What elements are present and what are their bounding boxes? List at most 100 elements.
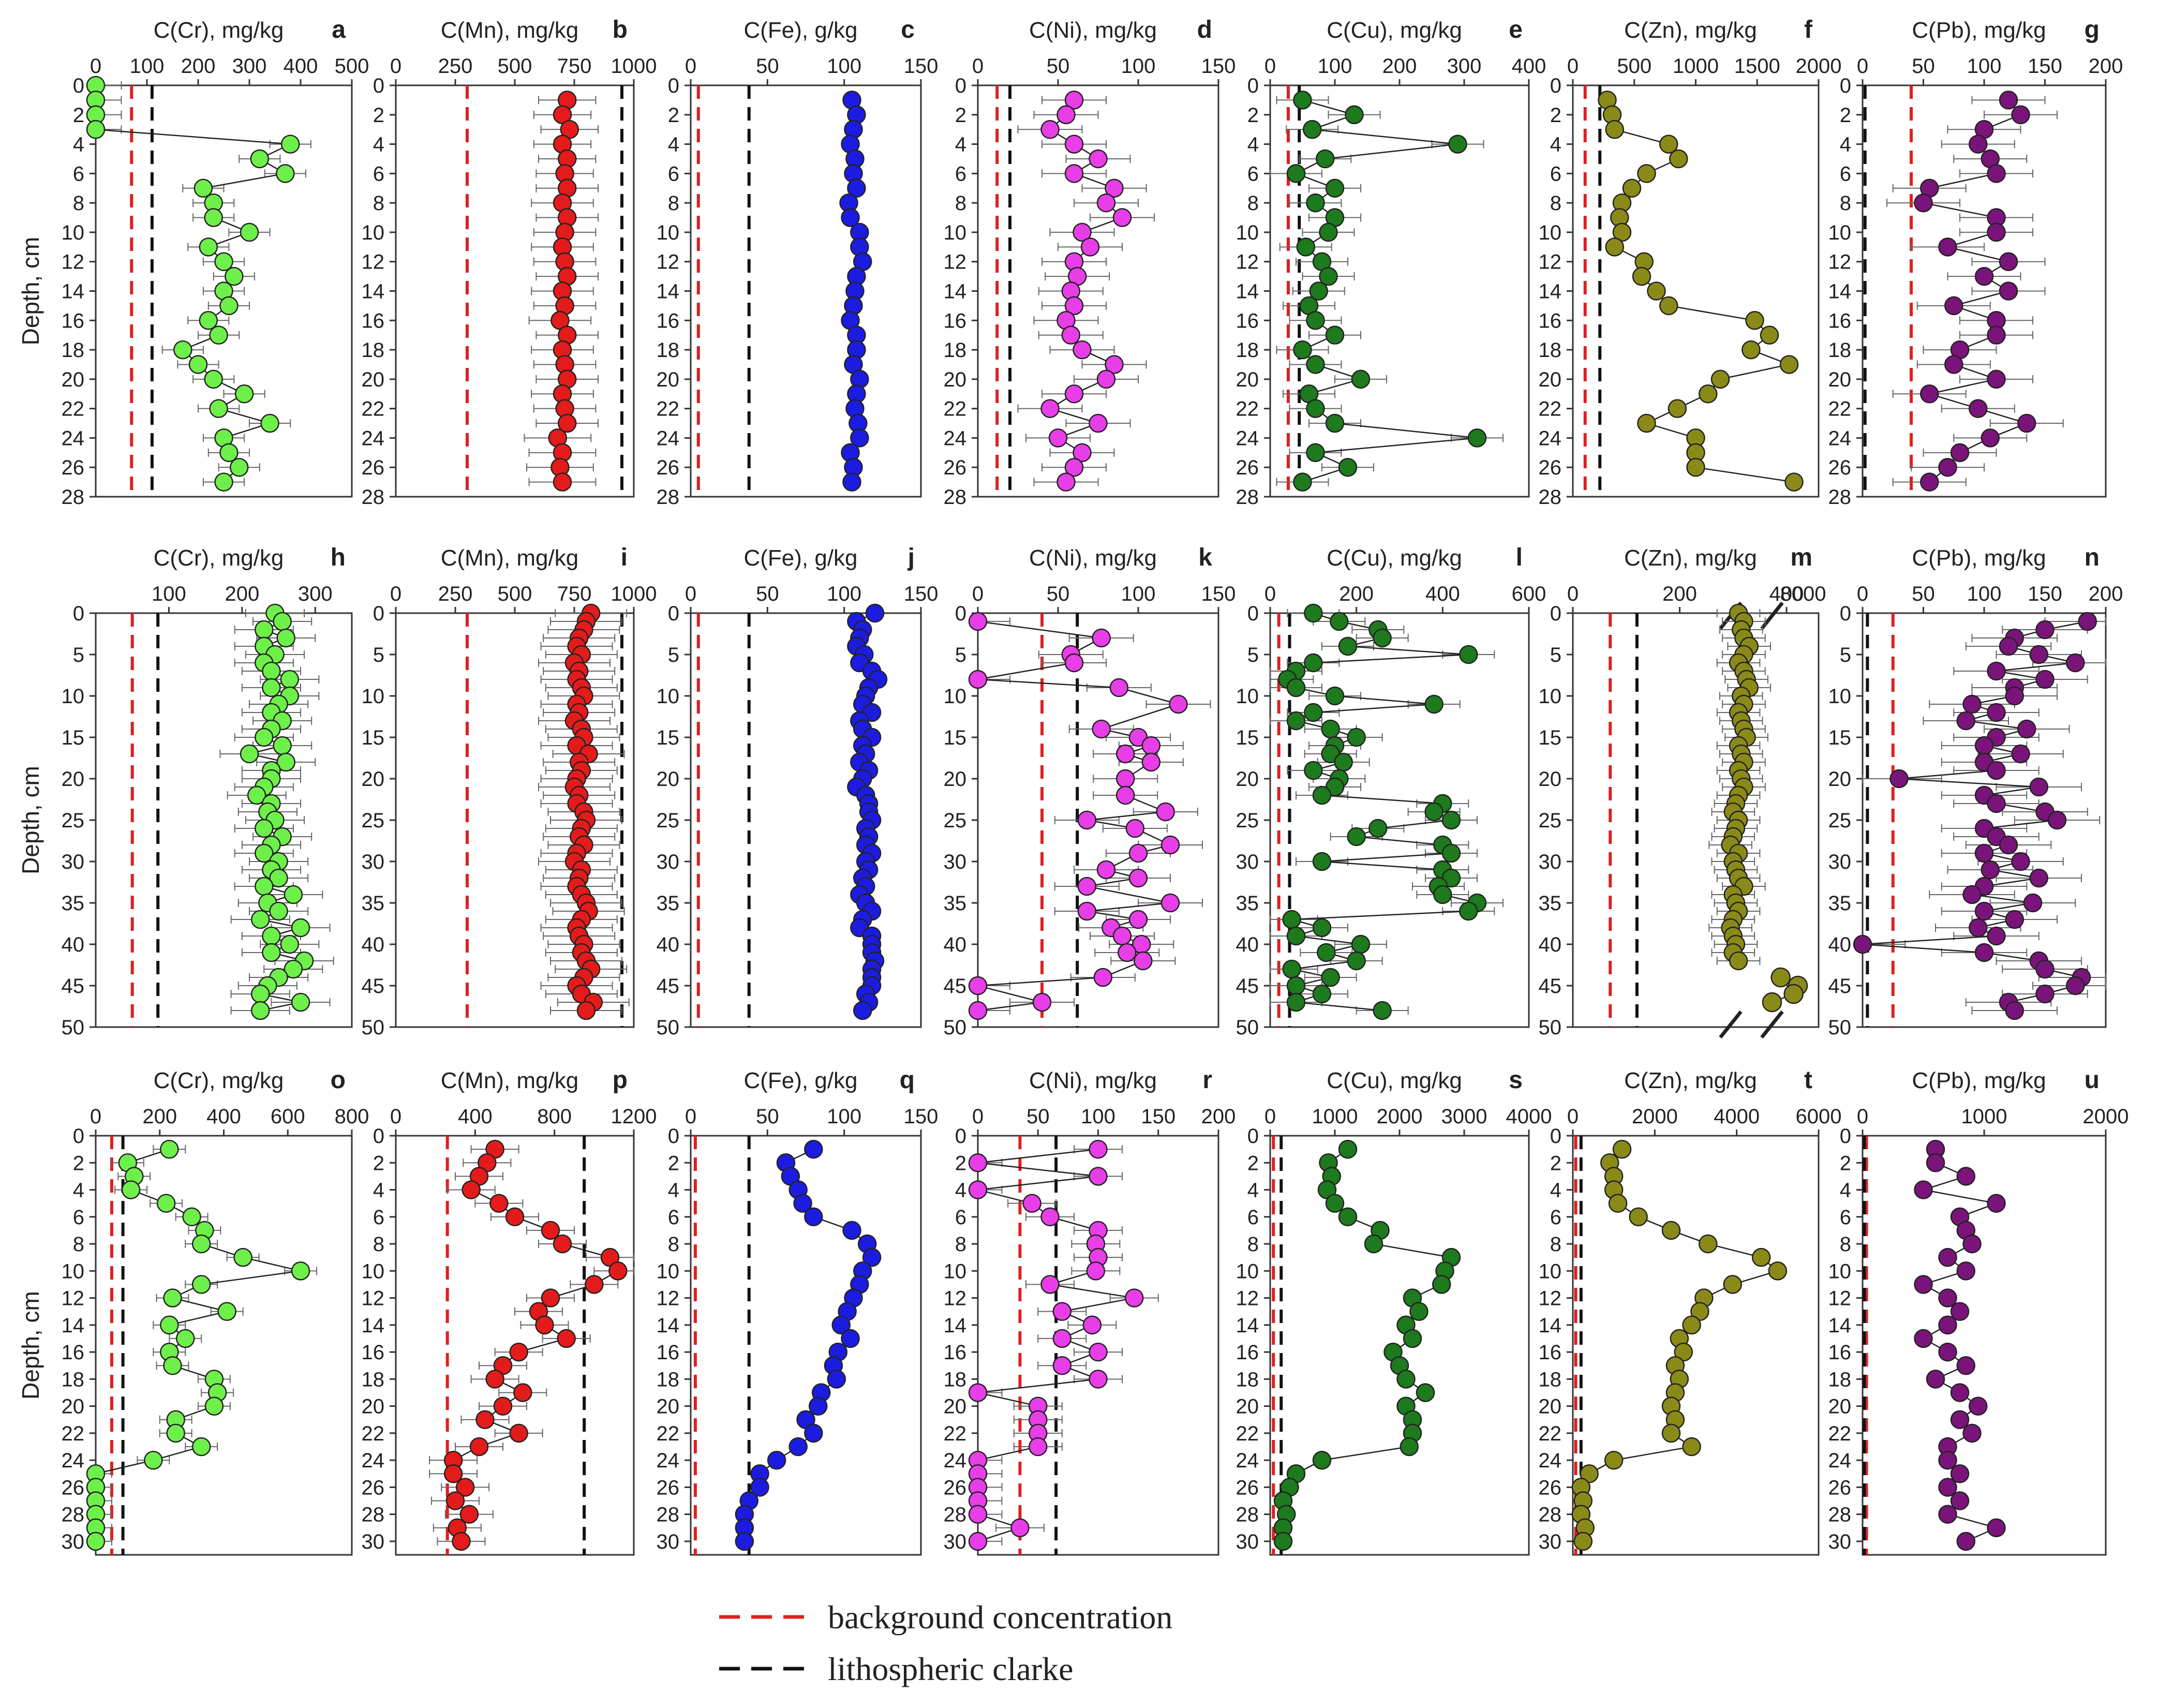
y-tick-label: 20 (944, 368, 967, 391)
y-tick-label: 45 (1828, 975, 1852, 998)
panel-b: 0 250 500 750 10000246810121416182022242628C… (362, 16, 657, 509)
y-tick-label: 0 (1840, 1125, 1851, 1148)
data-point (1914, 1329, 1933, 1348)
y-tick-label: 35 (62, 892, 85, 915)
data-point (2035, 959, 2055, 979)
data-point (1956, 1356, 1975, 1375)
data-point (1282, 959, 1301, 979)
y-tick-label: 10 (944, 1260, 967, 1283)
data-point (121, 1180, 141, 1199)
y-tick-label: 16 (1236, 1341, 1259, 1364)
data-point (1962, 694, 1982, 714)
panel-title: C(Mn), mg/kg (441, 545, 578, 571)
y-tick-label: 40 (1236, 933, 1259, 956)
data-point (2047, 810, 2067, 830)
x-tick-label: 150 (904, 55, 939, 78)
data-point (1338, 1207, 1358, 1227)
y-tick-label: 18 (1236, 1368, 1259, 1391)
data-point (1629, 1207, 1648, 1227)
x-tick-label: 3000 (1441, 1105, 1487, 1128)
y-tick-label: 25 (1828, 809, 1852, 832)
y-tick-label: 0 (73, 75, 84, 97)
data-point (1064, 653, 1084, 673)
panel-title: C(Ni), mg/kg (1029, 545, 1157, 571)
y-tick-label: 14 (1828, 1314, 1852, 1337)
y-tick-label: 0 (1550, 1125, 1561, 1148)
x-tick-label: 100 (1121, 55, 1156, 78)
panel-title: C(Cu), mg/kg (1327, 1068, 1462, 1093)
y-tick-label: 18 (944, 339, 967, 362)
y-tick-label: 24 (1539, 427, 1562, 450)
data-point (1056, 105, 1076, 125)
panel-f: 0 500 1000 1500 2000024681012141618202224262… (1539, 16, 1842, 509)
data-point (1950, 1410, 1970, 1429)
y-tick-label: 28 (944, 486, 967, 509)
y-tick-label: 22 (1828, 398, 1852, 421)
data-point (1286, 976, 1306, 996)
y-tick-label: 20 (657, 1395, 680, 1418)
y-tick-label: 50 (62, 1016, 85, 1039)
y-tick-label: 18 (62, 339, 85, 362)
panel-title: C(Zn), mg/kg (1624, 1068, 1757, 1093)
x-tick-label: 100 (1121, 583, 1156, 605)
y-tick-label: 5 (1550, 644, 1561, 666)
y-tick-label: 4 (1247, 133, 1259, 156)
data-point (968, 612, 988, 631)
panel-g: 0 50 100 150 2000246810121416182022242628C(P… (1828, 16, 2123, 509)
y-tick-label: 16 (362, 309, 385, 332)
data-point (1396, 1370, 1416, 1389)
y-tick-label: 6 (955, 162, 966, 185)
y-tick-label: 24 (1236, 1449, 1259, 1472)
data-point (1969, 135, 1988, 154)
x-tick-label: 0 (972, 583, 984, 605)
panel-d: 0 50 100 1500246810121416182022242628C(Ni),… (944, 16, 1236, 509)
data-point (1128, 910, 1148, 929)
y-tick-label: 28 (1236, 486, 1259, 509)
data-point (1293, 91, 1312, 110)
y-tick-label: 10 (362, 1260, 385, 1283)
y-tick-label: 0 (73, 1125, 84, 1148)
data-point (1729, 951, 1748, 971)
y-tick-label: 8 (955, 192, 966, 215)
y-tick-label: 2 (1550, 1152, 1561, 1175)
data-point (1969, 399, 1988, 418)
y-tick-label: 20 (362, 768, 385, 791)
y-tick-label: 12 (944, 1287, 967, 1310)
panel-title: C(Fe), g/kg (743, 18, 857, 43)
data-point (1956, 1532, 1975, 1551)
y-tick-label: 26 (657, 456, 680, 479)
x-tick-label: 400 (458, 1105, 493, 1128)
y-tick-label: 10 (1236, 1260, 1259, 1283)
y-tick-label: 0 (1247, 602, 1259, 625)
y-tick-label: 10 (1539, 221, 1562, 244)
data-point (557, 1329, 576, 1348)
data-point (255, 620, 274, 640)
data-point (1096, 369, 1116, 389)
data-point (1974, 266, 1994, 286)
y-tick-label: 40 (657, 933, 680, 956)
data-point (1304, 603, 1323, 623)
x-tick-label: 800 (335, 1105, 369, 1128)
data-point (1064, 164, 1084, 183)
data-point (1661, 1221, 1681, 1240)
y-tick-label: 24 (944, 427, 967, 450)
y-tick-label: 20 (657, 768, 680, 791)
y-tick-label: 40 (944, 933, 967, 956)
data-point (160, 1139, 179, 1159)
data-point (1309, 281, 1328, 301)
data-point (1092, 628, 1111, 648)
x-tick-label: 0 (1264, 55, 1276, 78)
data-point (1974, 736, 1994, 755)
panel-a: 0 100 200 300 400 500024681012141618202224262… (17, 16, 369, 509)
y-tick-label: 16 (1539, 309, 1562, 332)
x-tick-label: 2000 (1632, 1105, 1678, 1128)
data-point (255, 877, 274, 896)
x-tick-label: 0 (685, 583, 696, 605)
data-point (163, 1356, 182, 1375)
data-point (1783, 984, 1804, 1004)
data-point (250, 910, 270, 929)
y-tick-label: 4 (73, 1179, 84, 1202)
data-point (240, 744, 259, 764)
panel-letter: b (613, 16, 628, 43)
y-tick-label: 26 (62, 1476, 85, 1499)
